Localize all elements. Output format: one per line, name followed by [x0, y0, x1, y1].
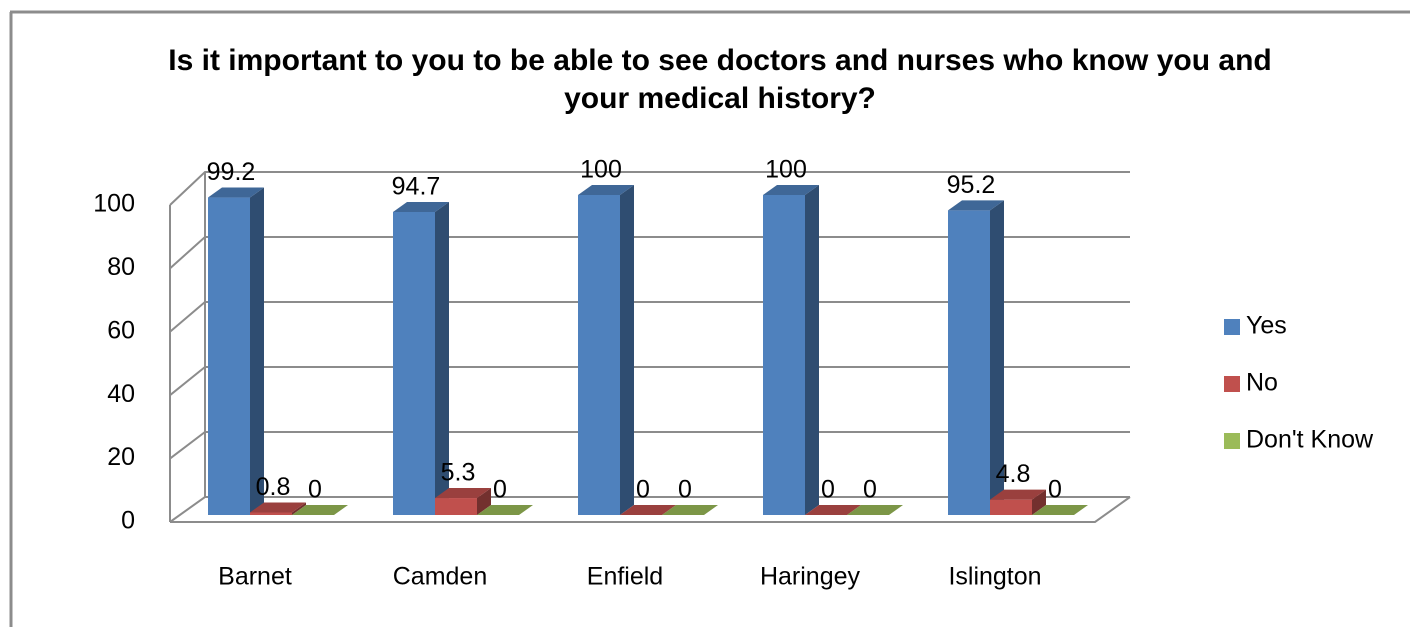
y-tick-label: 60 — [107, 316, 135, 344]
bar-front — [393, 211, 435, 515]
data-label: 0 — [493, 476, 507, 504]
bar-side — [292, 502, 306, 515]
bar — [435, 488, 491, 515]
data-label: 100 — [580, 156, 622, 184]
x-tick-label: Enfield — [587, 563, 663, 591]
bar — [477, 505, 533, 515]
x-tick-label: Camden — [393, 563, 488, 591]
bar-front — [435, 498, 477, 515]
bar-top — [1032, 505, 1088, 515]
bar-front — [578, 195, 620, 515]
bar-top — [805, 505, 861, 515]
bar — [1032, 505, 1088, 515]
bar-side — [477, 488, 491, 515]
bar — [292, 505, 348, 515]
bar — [578, 185, 634, 515]
data-label: 95.2 — [947, 171, 996, 199]
bar-top — [250, 502, 306, 513]
legend-label: Yes — [1246, 312, 1287, 340]
bar-front — [990, 499, 1032, 515]
bar-front — [250, 512, 292, 515]
data-label: 0 — [636, 476, 650, 504]
bar-top — [847, 505, 903, 515]
floor-edge — [170, 496, 1131, 523]
bar-side — [1032, 489, 1046, 515]
bar-top — [662, 505, 718, 515]
legend-swatch — [1224, 319, 1240, 335]
bar-top — [208, 187, 264, 198]
data-label: 94.7 — [392, 173, 441, 201]
data-label: 0 — [1048, 476, 1062, 504]
x-tick-label: Barnet — [218, 563, 292, 591]
y-tick-label: 0 — [121, 507, 135, 535]
bar-top — [763, 185, 819, 195]
bar-side — [805, 185, 819, 515]
legend-label: Don't Know — [1246, 426, 1374, 454]
bar — [805, 505, 861, 515]
bar-side — [435, 201, 449, 515]
y-tick-label: 100 — [93, 190, 135, 218]
data-label: 0 — [863, 476, 877, 504]
data-label: 99.2 — [207, 158, 256, 186]
bar — [662, 505, 718, 515]
x-tick-label: Haringey — [760, 563, 861, 591]
bar-front — [763, 195, 805, 515]
data-label: 4.8 — [996, 460, 1031, 488]
data-label: 100 — [765, 156, 807, 184]
data-label: 0 — [678, 476, 692, 504]
legend-swatch — [1224, 433, 1240, 449]
bar-front — [208, 197, 250, 515]
bar — [948, 200, 1004, 516]
chart-title: Is it important to you to be able to see… — [168, 44, 1272, 115]
bar-top — [435, 488, 491, 499]
y-tick-label: 40 — [107, 380, 135, 408]
data-label: 0 — [308, 476, 322, 504]
y-tick-label: 80 — [107, 253, 135, 281]
data-label: 0.8 — [256, 473, 291, 501]
bar-side — [250, 187, 264, 515]
legend-swatch — [1224, 376, 1240, 392]
bar-top — [393, 201, 449, 212]
bar-side — [990, 200, 1004, 516]
bar-top — [292, 505, 348, 515]
data-label: 5.3 — [441, 459, 476, 487]
bar — [620, 505, 676, 515]
bar — [763, 185, 819, 515]
bar-side — [620, 185, 634, 515]
bar-top — [990, 489, 1046, 500]
bar — [393, 201, 449, 515]
data-label: 0 — [821, 476, 835, 504]
bar-top — [948, 200, 1004, 211]
bar-top — [620, 505, 676, 515]
bar — [990, 489, 1046, 515]
bar — [250, 502, 306, 515]
bar — [847, 505, 903, 515]
bar-top — [477, 505, 533, 515]
y-tick-label: 20 — [107, 443, 135, 471]
bar-front — [948, 210, 990, 516]
legend-label: No — [1246, 369, 1278, 397]
bar-top — [578, 185, 634, 195]
x-tick-label: Islington — [948, 563, 1041, 591]
bar — [208, 187, 264, 515]
